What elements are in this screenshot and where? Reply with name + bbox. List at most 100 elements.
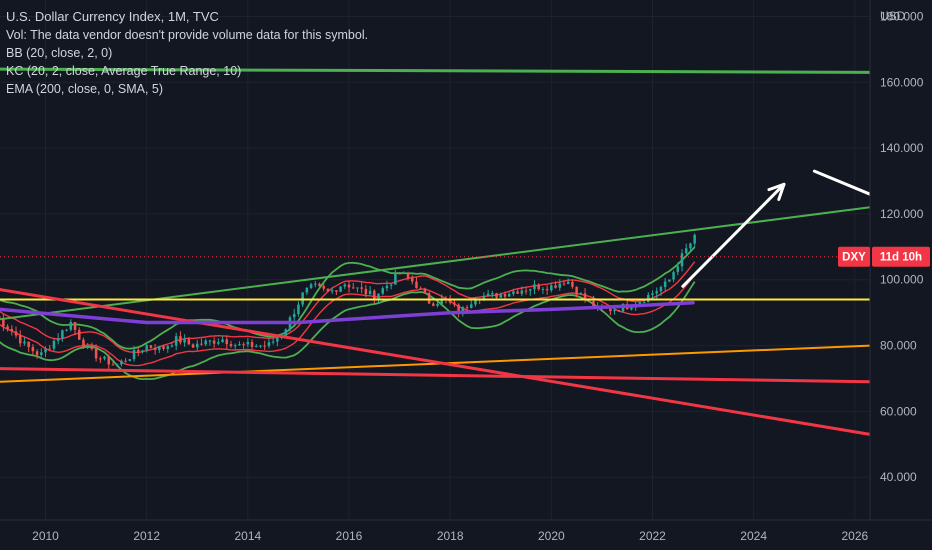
time-tick-label: 2016: [336, 529, 363, 543]
purple-EMA-line: [0, 301, 695, 325]
candle-body: [592, 300, 595, 308]
candle-body: [524, 290, 528, 292]
candle-body: [18, 335, 22, 344]
candle-body: [389, 284, 393, 286]
candle-body: [562, 283, 566, 285]
candle-body: [432, 303, 435, 306]
candle-body: [579, 293, 583, 295]
candle-body: [27, 341, 30, 348]
orange-rising-line-line: [0, 344, 871, 383]
candle-body: [461, 307, 465, 314]
candle-body: [153, 347, 157, 351]
grid: [0, 0, 870, 520]
candle-body: [347, 284, 351, 288]
candle-body: [94, 348, 98, 359]
candle-body: [259, 345, 262, 347]
countdown-badge: [872, 246, 930, 267]
candle-body: [684, 248, 688, 254]
candle-body: [318, 283, 321, 287]
price-tick-label: 140.000: [880, 141, 924, 155]
candle-body: [158, 346, 161, 351]
candle-body: [314, 283, 317, 285]
candle-body: [103, 356, 106, 359]
candle-body: [356, 287, 359, 289]
candle-body: [651, 293, 654, 295]
candle-body: [672, 272, 675, 280]
candle-body: [419, 288, 422, 290]
candle-body: [115, 364, 119, 366]
candle-body: [583, 293, 587, 300]
candle-body: [23, 341, 26, 344]
candle-body: [65, 329, 68, 331]
price-tick-label: 40.000: [880, 470, 917, 484]
legend-title[interactable]: U.S. Dollar Currency Index, 1M, TVC: [6, 9, 219, 24]
candle-body: [212, 340, 216, 344]
candle-body: [528, 289, 532, 291]
candle-body: [128, 359, 132, 362]
candle-body: [14, 331, 18, 336]
legend-bb[interactable]: BB (20, close, 2, 0): [6, 46, 113, 60]
candle-body: [655, 291, 658, 294]
candle-body: [52, 340, 56, 349]
candle-body: [271, 341, 275, 343]
candle-body: [217, 342, 220, 344]
price-tick-label: 160.000: [880, 75, 924, 89]
candle-body: [495, 293, 498, 298]
green-rising-trendline-line: [0, 206, 871, 321]
candle-body: [491, 293, 494, 295]
candle-body: [503, 294, 507, 297]
candle-body: [77, 329, 81, 340]
candle-body: [571, 281, 574, 287]
annotation-arrowhead: [767, 182, 786, 201]
candle-body: [638, 302, 642, 305]
legend-ema[interactable]: EMA (200, close, 0, SMA, 5): [6, 82, 164, 96]
candle-body: [381, 288, 384, 294]
candle-body: [56, 338, 60, 341]
candle-body: [141, 350, 144, 352]
candle-body: [204, 340, 207, 345]
candle-body: [326, 288, 330, 292]
candle-body: [6, 326, 9, 329]
legend-volume[interactable]: Vol: The data vendor doesn't provide vol…: [6, 28, 369, 42]
indicator-bands: [0, 246, 696, 381]
candle-body: [187, 339, 191, 345]
candle-body: [120, 360, 123, 365]
candle-body: [229, 344, 233, 347]
candle-body: [394, 273, 397, 285]
candle-body: [647, 294, 650, 303]
candle-body: [474, 299, 477, 305]
candle-body: [330, 290, 334, 292]
candle-body: [174, 336, 178, 346]
candle-body: [693, 234, 696, 244]
candle-body: [423, 288, 427, 294]
time-tick-label: 2020: [538, 529, 565, 543]
candle-body: [537, 284, 540, 290]
candle-body: [486, 293, 490, 296]
candle-body: [69, 322, 73, 330]
candle-body: [10, 328, 14, 332]
legend-kc[interactable]: KC (20, 2, close, Average True Range, 10…: [6, 64, 242, 78]
time-tick-label: 2026: [841, 529, 868, 543]
candlesticks: [0, 233, 696, 370]
candle-body: [35, 351, 39, 355]
price-tick-label: 100.000: [880, 273, 924, 287]
candle-body: [377, 293, 380, 301]
candle-body: [482, 295, 486, 300]
symbol-badge: [838, 246, 870, 267]
time-tick-label: 2012: [133, 529, 160, 543]
kc-upper-band: [0, 261, 696, 354]
candle-body: [242, 344, 245, 346]
candle-body: [465, 307, 469, 309]
time-tick-label: 2024: [740, 529, 767, 543]
price-tick-label: 120.000: [880, 207, 924, 221]
candle-body: [343, 284, 347, 287]
candle-body: [284, 329, 288, 336]
candle-body: [200, 343, 203, 345]
candle-body: [680, 253, 684, 267]
candle-body: [351, 287, 355, 289]
legend: U.S. Dollar Currency Index, 1M, TVC Vol:…: [6, 8, 368, 98]
candle-body: [305, 287, 309, 293]
candle-body: [233, 345, 237, 347]
candle-body: [149, 345, 153, 348]
